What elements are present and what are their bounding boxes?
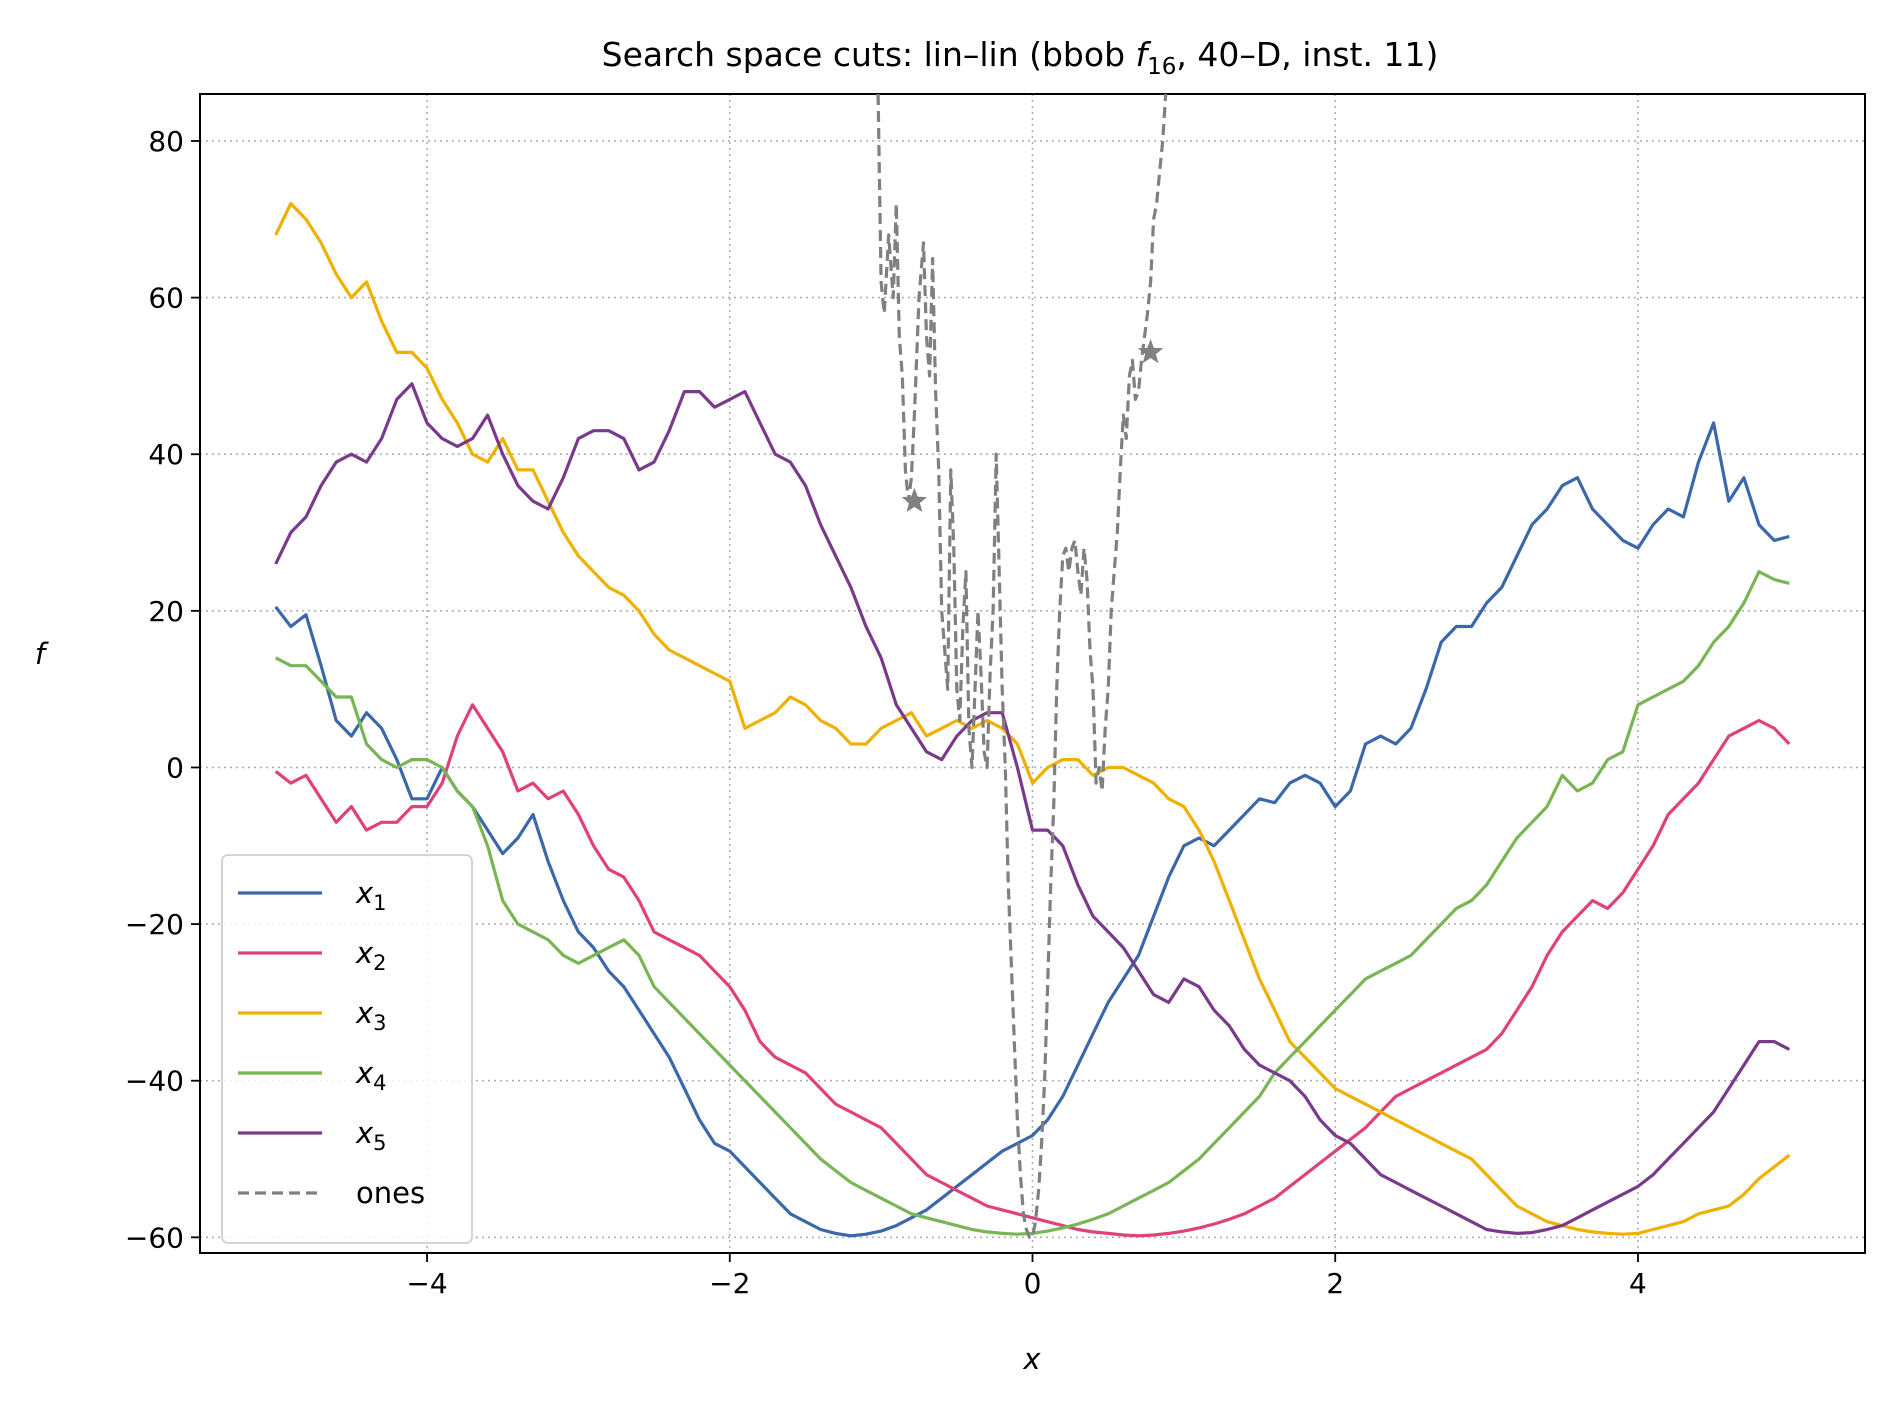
series-line-x2 bbox=[274, 703, 1791, 1238]
x-tick-label-1: −2 bbox=[709, 1267, 750, 1300]
legend-label-x3: x3 bbox=[355, 996, 387, 1035]
y-tick-label-2: −20 bbox=[125, 908, 184, 941]
y-tick-label-3: 0 bbox=[166, 751, 184, 784]
legend-label-x1: x1 bbox=[355, 876, 387, 915]
y-tick-label-0: −60 bbox=[125, 1221, 184, 1254]
x-tick-label-0: −4 bbox=[406, 1267, 447, 1300]
legend-label-ones: ones bbox=[356, 1176, 425, 1210]
series-line-x3 bbox=[274, 202, 1791, 1236]
y-tick-label-7: 80 bbox=[148, 125, 184, 158]
title-prefix: Search space cuts: lin–lin (bbob bbox=[602, 35, 1136, 74]
title-func-sub: 16 bbox=[1147, 54, 1176, 80]
x-tick-label-4: 4 bbox=[1629, 1267, 1647, 1300]
marker-star-1 bbox=[1137, 338, 1164, 364]
chart-title: Search space cuts: lin–lin (bbob f16, 40… bbox=[602, 35, 1439, 80]
legend-box bbox=[221, 854, 473, 1244]
series-line-x4 bbox=[274, 570, 1790, 1236]
y-tick-label-4: 20 bbox=[148, 595, 184, 628]
y-tick-label-5: 40 bbox=[148, 438, 184, 471]
title-suffix: , 40–D, inst. 11) bbox=[1176, 35, 1438, 74]
series-line-x5 bbox=[274, 382, 1791, 1235]
x-tick-label-3: 2 bbox=[1326, 1267, 1344, 1300]
grid bbox=[200, 94, 1865, 1253]
x-tick-label-2: 0 bbox=[1024, 1267, 1042, 1300]
x-axis-label: x bbox=[1022, 1342, 1041, 1376]
legend-label-x4: x4 bbox=[355, 1056, 387, 1095]
series-line-x1 bbox=[274, 421, 1790, 1238]
series-layer bbox=[274, 94, 1791, 1239]
y-tick-label-1: −40 bbox=[125, 1065, 184, 1098]
y-tick-label-6: 60 bbox=[148, 282, 184, 315]
legend-label-x2: x2 bbox=[355, 936, 387, 975]
legend: x1 x2 x3 x4 x5 ones bbox=[221, 854, 473, 1244]
series-line-ones bbox=[876, 94, 1168, 1239]
legend-label-x5: x5 bbox=[355, 1116, 387, 1155]
marker-star-0 bbox=[901, 487, 928, 513]
